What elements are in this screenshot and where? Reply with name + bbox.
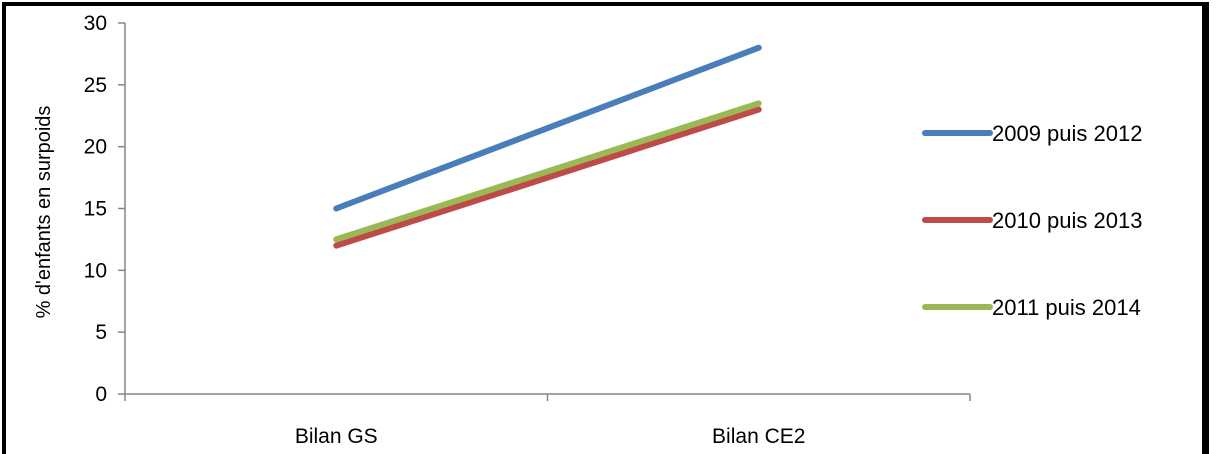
y-tick-label: 30 bbox=[84, 12, 107, 35]
legend-label-3: 2011 puis 2014 bbox=[992, 295, 1141, 320]
series-line-1 bbox=[333, 44, 762, 212]
x-tick-label: Bilan GS bbox=[295, 425, 378, 448]
y-tick-label: 0 bbox=[95, 383, 107, 406]
y-tick-label: 20 bbox=[84, 136, 107, 159]
series-layer bbox=[333, 44, 762, 249]
y-tick-label: 10 bbox=[84, 259, 107, 282]
x-tick-label: Bilan CE2 bbox=[712, 425, 805, 448]
legend-label-1: 2009 puis 2012 bbox=[992, 121, 1142, 146]
legend: 2009 puis 2012 2010 puis 2013 2011 puis 20… bbox=[922, 121, 1142, 320]
series-line-2 bbox=[333, 106, 762, 249]
y-tick-label: 15 bbox=[84, 198, 107, 221]
legend-label-2: 2010 puis 2013 bbox=[992, 208, 1142, 233]
y-tick-label: 25 bbox=[84, 74, 107, 97]
axes: 0 5 10 15 20 25 30 Bilan GS Bilan CE2 bbox=[84, 12, 971, 448]
series-line-3 bbox=[333, 100, 762, 243]
y-tick-label: 5 bbox=[95, 321, 107, 344]
y-axis-title: % d'enfants en surpoids bbox=[33, 106, 55, 319]
